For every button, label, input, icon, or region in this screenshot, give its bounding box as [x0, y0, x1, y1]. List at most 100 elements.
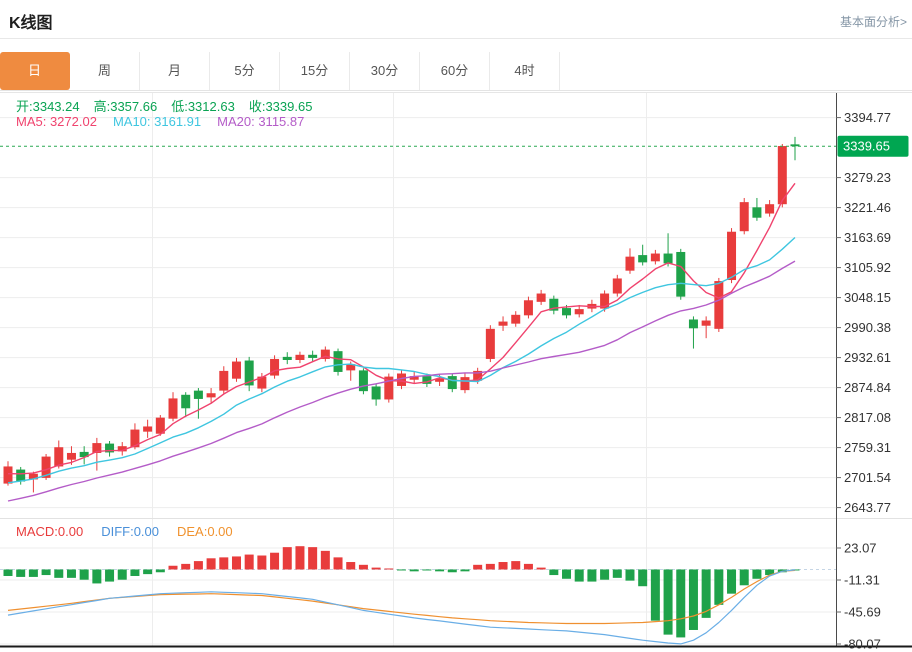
candle	[739, 202, 749, 232]
candle	[79, 451, 89, 458]
macd-bar	[625, 569, 635, 581]
current-price-badge: 3339.65	[837, 135, 909, 157]
macd-bar	[358, 564, 368, 570]
interval-tabs: 日周月 5分 15分 30分 60分 4时	[0, 52, 912, 91]
candle	[371, 386, 381, 400]
kline-chart[interactable]: 3394.77 3279.23 3221.46 3163.69 3105.92 3048.…	[0, 92, 912, 652]
macd-bar	[3, 569, 13, 576]
svg-text:2817.08: 2817.08	[844, 410, 891, 425]
candle	[54, 447, 64, 467]
macd-bar	[473, 564, 483, 570]
macd-bar	[536, 567, 546, 570]
svg-text:2932.61: 2932.61	[844, 350, 891, 365]
candle	[727, 231, 737, 281]
macd-bar	[663, 569, 673, 635]
macd-bar	[371, 567, 381, 570]
tab-4hour[interactable]: 4时	[490, 52, 560, 90]
candle	[714, 281, 724, 329]
candle	[790, 144, 800, 147]
candle	[485, 328, 495, 359]
ma10-line	[7, 236, 796, 484]
svg-text:3105.92: 3105.92	[844, 260, 891, 275]
macd-bar	[66, 569, 76, 578]
macd-bar	[587, 569, 597, 582]
candle	[105, 443, 115, 453]
candle	[270, 358, 280, 376]
candle	[447, 376, 457, 390]
page-header: K线图 基本面分析>	[0, 0, 912, 39]
candle	[650, 253, 660, 262]
macd-bar	[714, 569, 724, 605]
svg-text:3339.65: 3339.65	[843, 139, 890, 154]
candle	[523, 300, 533, 316]
macd-bar	[231, 556, 241, 570]
macd-bar	[650, 569, 660, 621]
candle	[231, 361, 241, 379]
tab-day[interactable]: 日	[0, 52, 70, 90]
candle	[536, 293, 546, 302]
svg-text:2701.54: 2701.54	[844, 470, 891, 485]
macd-bar	[117, 569, 127, 580]
candle	[777, 146, 787, 205]
candle	[562, 308, 572, 316]
candle	[308, 354, 318, 358]
macd-bar	[193, 561, 203, 570]
macd-bar	[574, 569, 584, 582]
macd-bar	[308, 547, 318, 570]
candle	[574, 309, 584, 315]
macd-bar	[688, 569, 698, 630]
candle	[346, 364, 356, 371]
macd-bar	[16, 569, 26, 577]
candle	[473, 370, 483, 381]
macd-histogram	[3, 546, 800, 638]
ma20-line	[7, 260, 796, 502]
candle	[16, 469, 26, 482]
tab-30min[interactable]: 30分	[350, 52, 420, 90]
candle	[688, 319, 698, 329]
tab-15min[interactable]: 15分	[280, 52, 350, 90]
candle	[130, 429, 140, 448]
tab-month[interactable]: 月	[140, 52, 210, 90]
macd-bar	[219, 557, 229, 570]
candle	[244, 360, 254, 386]
macd-bar	[320, 550, 330, 570]
candle	[41, 456, 51, 478]
macd-bar	[333, 557, 343, 570]
candle	[435, 378, 445, 382]
macd-bar	[549, 569, 559, 576]
candle	[612, 278, 622, 294]
fundamental-analysis-link[interactable]: 基本面分析>	[839, 15, 907, 29]
candle	[511, 314, 521, 324]
ma5-line	[7, 182, 796, 475]
candle	[168, 398, 178, 419]
tab-5min[interactable]: 5分	[210, 52, 280, 90]
macd-bar	[460, 569, 470, 572]
candle	[66, 452, 76, 460]
svg-text:3394.77: 3394.77	[844, 110, 891, 125]
candle	[549, 298, 559, 311]
macd-bar	[600, 569, 610, 580]
candle	[600, 293, 610, 309]
candle	[701, 320, 711, 326]
candle	[384, 376, 394, 400]
macd-bar	[155, 569, 165, 573]
candle	[765, 204, 775, 214]
macd-bar	[422, 569, 432, 571]
svg-text:2990.38: 2990.38	[844, 320, 891, 335]
macd-bar	[498, 562, 508, 570]
candle	[3, 466, 13, 484]
macd-bar	[701, 569, 711, 618]
candle	[92, 443, 102, 453]
page-title: K线图	[9, 15, 53, 32]
candle	[397, 373, 406, 386]
tab-week[interactable]: 周	[70, 52, 140, 90]
macd-bar	[54, 569, 64, 578]
svg-text:-80.07: -80.07	[844, 637, 881, 652]
macd-bar	[485, 563, 495, 570]
candle	[143, 426, 153, 432]
svg-text:3221.46: 3221.46	[844, 200, 891, 215]
macd-bar	[79, 569, 89, 580]
tab-60min[interactable]: 60分	[420, 52, 490, 90]
macd-bar	[92, 569, 102, 584]
candlestick-series	[3, 136, 800, 493]
